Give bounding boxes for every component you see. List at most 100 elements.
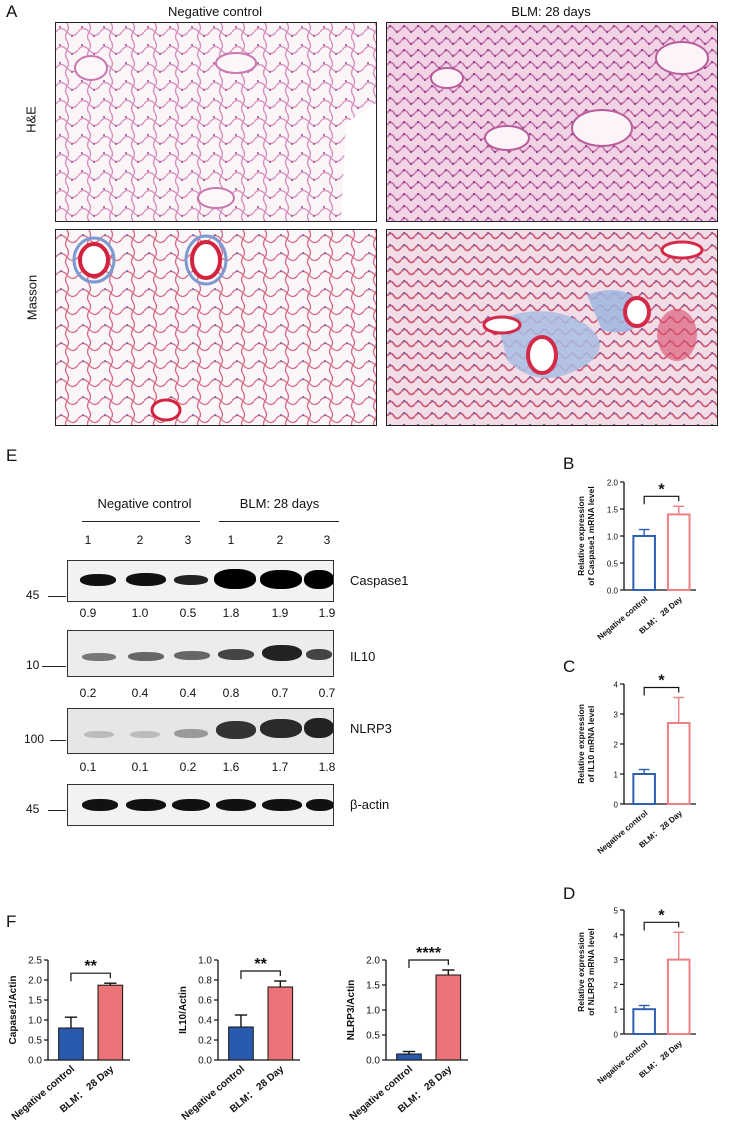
y-tick-label: 2.0: [366, 956, 380, 967]
y-tick-label: 1.0: [28, 1016, 42, 1027]
y-tick-label: 0: [614, 1031, 619, 1040]
blot-label-nlrp3: NLRP3: [350, 721, 392, 736]
y-tick-label: 2.5: [28, 956, 42, 967]
y-tick-label: 1.5: [28, 996, 42, 1007]
group-underline-blm: [219, 521, 339, 522]
blot-beta-actin: [67, 784, 334, 826]
y-axis-label: NLRP3/Actin: [346, 980, 357, 1041]
significance-label: *: [658, 481, 665, 498]
bar: [632, 1008, 656, 1035]
group-label-negative: Negative control: [97, 496, 192, 511]
quant-value: 1.6: [222, 760, 240, 774]
y-tick-label: 1.0: [607, 533, 619, 542]
significance-bracket: [70, 972, 111, 982]
lane-number: 1: [84, 533, 92, 547]
chart-nlrp3-actin: 0.0 0.5 1.0 1.5 2.0 NLRP3/Actin Negative contr…: [346, 945, 468, 1123]
bar: [666, 722, 691, 805]
y-tick-label: 0: [614, 801, 619, 810]
mw-marker-actin: 45: [26, 802, 40, 816]
mw-marker-caspase1: 45: [26, 588, 40, 602]
panel-d-letter: D: [563, 884, 576, 903]
mw-marker-nlrp3: 100: [24, 732, 45, 746]
y-tick-label: 0.0: [198, 1056, 212, 1067]
group-underline-negative: [82, 521, 200, 522]
micrograph-he-negative: [55, 22, 377, 222]
marker-tick: [48, 810, 66, 811]
mw-marker-il10: 10: [26, 658, 40, 672]
y-tick-label: 2: [614, 741, 619, 750]
micrograph-masson-blm: [386, 229, 718, 426]
quant-value: 0.5: [179, 606, 197, 620]
quant-value: 0.4: [179, 686, 197, 700]
chart-il10-actin: 0.0 0.2 0.4 0.6 0.8 1.0 IL10/Actin Negative con…: [178, 956, 300, 1123]
quant-value: 1.8: [318, 760, 336, 774]
blot-label-caspase1: Caspase1: [350, 573, 409, 588]
bar: [396, 1053, 422, 1061]
y-axis-label: Relative expressionof NLRP3 mRNA level: [576, 928, 596, 1016]
y-tick-label: 0.5: [28, 1036, 42, 1047]
bar: [632, 535, 656, 591]
marker-tick: [48, 596, 66, 597]
bar: [666, 513, 691, 591]
significance-bracket: [643, 686, 680, 696]
x-tick-label: Negative control: [10, 1064, 77, 1123]
lane-number: 2: [136, 533, 144, 547]
y-tick-label: 0.5: [607, 560, 619, 569]
bar: [267, 986, 294, 1061]
significance-label: **: [84, 958, 97, 975]
significance-label: ****: [416, 945, 442, 962]
y-axis-label: IL10/Actin: [178, 986, 189, 1034]
marker-tick: [50, 740, 66, 741]
bar: [632, 773, 656, 805]
y-tick-label: 4: [614, 931, 619, 940]
bar: [58, 1027, 84, 1061]
blot-label-actin: β-actin: [350, 797, 390, 812]
blot-nlrp3: [67, 708, 334, 754]
y-tick-label: 0.0: [366, 1056, 380, 1067]
column-title-negative: Negative control: [168, 4, 262, 19]
y-axis-label: Capase1/Actin: [8, 976, 19, 1045]
bar: [97, 984, 124, 1061]
y-tick-label: 1.0: [366, 1006, 380, 1017]
y-tick-label: 4: [614, 681, 619, 690]
blot-label-il10: IL10: [350, 649, 376, 664]
lane-number: 2: [276, 533, 284, 547]
y-tick-label: 0.4: [198, 1016, 212, 1027]
x-tick-label: Negative control: [348, 1064, 415, 1123]
marker-tick: [42, 666, 66, 667]
y-axis-label: Relative expressionof IL10 mRNA level: [576, 704, 596, 784]
lane-number: 3: [323, 533, 331, 547]
y-tick-label: 3: [614, 956, 619, 965]
quant-value: 0.9: [79, 606, 97, 620]
quant-value: 0.1: [131, 760, 149, 774]
chart-caspase1-mrna: 0.0 0.5 1.0 1.5 2.0 Relative expressionof Cas…: [576, 479, 696, 642]
y-tick-label: 1: [614, 1006, 619, 1015]
lane-number: 1: [227, 533, 235, 547]
quant-value: 1.9: [271, 606, 289, 620]
significance-label: **: [254, 956, 267, 973]
significance-bracket: [643, 921, 680, 931]
bar: [666, 958, 691, 1035]
y-tick-label: 2.0: [607, 479, 619, 488]
y-tick-label: 1: [614, 771, 619, 780]
group-label-blm: BLM: 28 days: [239, 496, 320, 511]
x-tick-label: Negative control: [180, 1064, 247, 1123]
y-tick-label: 1.5: [607, 506, 619, 515]
micrograph-he-blm: [386, 22, 718, 222]
y-tick-label: 3: [614, 711, 619, 720]
y-tick-label: 0.5: [366, 1031, 380, 1042]
y-tick-label: 2: [614, 981, 619, 990]
panel-a-letter: A: [6, 2, 18, 21]
panel-e-letter: E: [6, 446, 18, 465]
micrograph-masson-negative: [55, 229, 377, 426]
y-tick-label: 0.8: [198, 976, 212, 987]
y-tick-label: 2.0: [28, 976, 42, 987]
y-tick-label: 5: [614, 907, 619, 916]
significance-bracket: [643, 495, 680, 505]
quant-value: 0.4: [131, 686, 149, 700]
panel-f-letter: F: [6, 912, 17, 931]
significance-label: *: [658, 673, 665, 690]
panel-b-letter: B: [563, 454, 575, 473]
lane-number: 3: [184, 533, 192, 547]
chart-il10-mrna: 0 1 2 3 4 Relative expressionof IL10 mRNA lev…: [576, 673, 696, 856]
